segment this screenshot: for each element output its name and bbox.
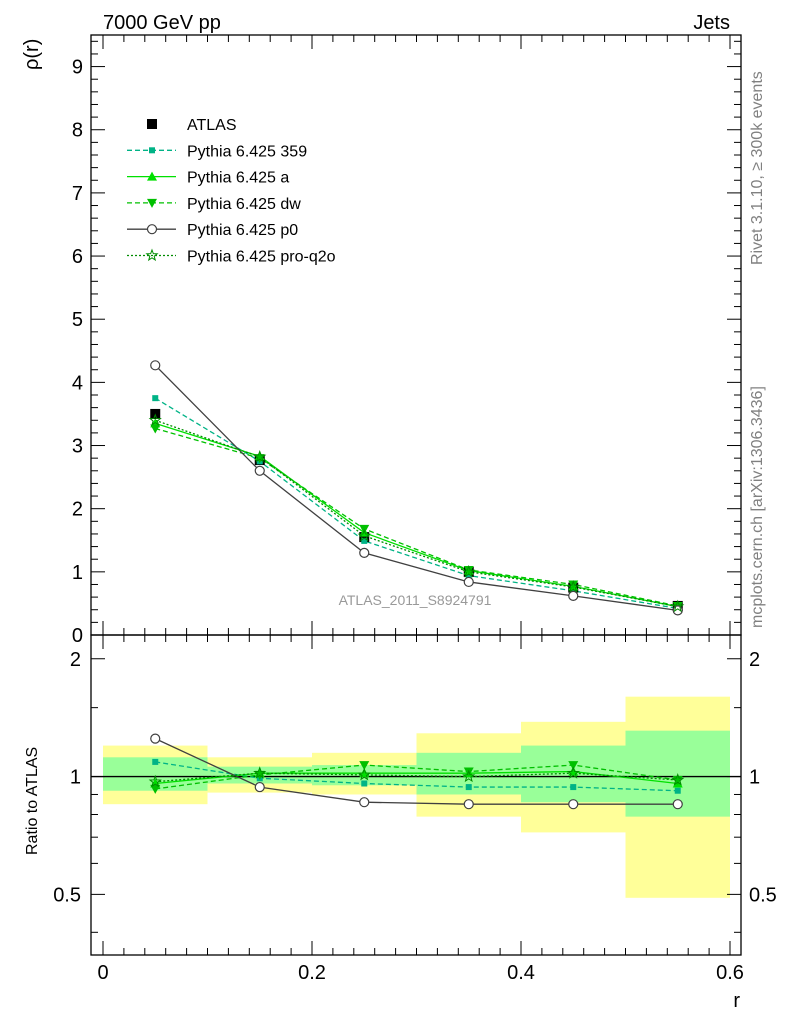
- ratio-line-p0: [154, 738, 678, 805]
- rivet-label: Rivet 3.1.10, ≥ 300k events: [749, 71, 766, 265]
- header-right: Jets: [693, 12, 730, 34]
- series-line-pq2o: [155, 419, 678, 608]
- main-ylabel: ρ(r): [21, 39, 43, 70]
- ratio-line-pq2o: [155, 772, 678, 783]
- point-dw: [568, 580, 579, 590]
- point-p0: [150, 360, 161, 371]
- legend-marker: [145, 248, 159, 262]
- point-atlas: [359, 532, 370, 543]
- legend-label: Pythia 6.425 pro-q2o: [187, 249, 336, 266]
- ratio-point-p0: [150, 733, 161, 744]
- legend-marker: [147, 119, 157, 129]
- point-p359: [465, 572, 472, 579]
- ratio-point-p0: [254, 781, 265, 793]
- y-tick-label: 2: [72, 499, 83, 521]
- legend-item-a: Pythia 6.425 a: [127, 170, 289, 187]
- ratio-point-pq2o: [253, 766, 267, 779]
- ratio-line-a: [155, 770, 678, 785]
- ratio-point-p359: [465, 784, 472, 791]
- y-tick-label: 5: [72, 309, 83, 331]
- legend-item-atlas: ATLAS: [147, 117, 237, 134]
- series-line-p0: [154, 364, 678, 612]
- ratio-y-tick-label-right: 1: [749, 767, 760, 789]
- ratio-point-pq2o: [566, 766, 580, 779]
- point-p0: [463, 576, 474, 588]
- ratio-y-tick-label-right: 2: [749, 649, 760, 671]
- y-tick-label: 9: [72, 57, 83, 79]
- ratio-y-tick-label: 0.5: [53, 884, 81, 906]
- legend-item-dw: Pythia 6.425 dw: [127, 196, 301, 213]
- point-pq2o: [462, 564, 476, 578]
- ratio-point-p0: [672, 799, 683, 810]
- header-left: 7000 GeV pp: [103, 12, 221, 34]
- ratio-point-p359: [152, 758, 159, 765]
- ratio-point-p359: [674, 787, 681, 794]
- x-tick-label: 0.4: [507, 962, 535, 984]
- y-tick-label: 3: [72, 436, 83, 458]
- main-plot: 0 1 2 3 4 5 6 7 8 9: [72, 34, 742, 647]
- point-pq2o: [357, 528, 371, 542]
- mcplots-label: mcplots.cern.ch [arXiv:1306.3436]: [749, 386, 766, 628]
- ratio-plot: 0.5 0.5 1 1 2 2 0 0.2 0.4 0.6: [53, 634, 777, 984]
- legend-item-pq2o: Pythia 6.425 pro-q2o: [127, 249, 336, 266]
- legend-label: Pythia 6.425 a: [187, 170, 289, 187]
- legend: ATLAS Pythia 6.425 359 Pythia 6.425 a Pythi…: [127, 117, 336, 266]
- y-tick-label: 4: [72, 372, 83, 394]
- ratio-y-tick-label: 1: [70, 767, 81, 789]
- y-tick-label: 1: [72, 562, 83, 584]
- point-pq2o: [566, 580, 580, 593]
- point-dw: [463, 565, 474, 575]
- analysis-watermark: ATLAS_2011_S8924791: [339, 592, 492, 608]
- legend-marker: [149, 147, 155, 154]
- point-p0: [359, 547, 370, 558]
- legend-item-p0: Pythia 6.425 p0: [127, 222, 298, 239]
- legend-marker: [147, 198, 157, 208]
- xlabel: r: [733, 990, 740, 1012]
- ratio-point-p0: [568, 799, 579, 810]
- ratio-point-p0: [359, 797, 370, 808]
- ratio-ylabel: Ratio to ATLAS: [24, 747, 41, 855]
- ratio-point-dw: [359, 761, 370, 771]
- ratio-point-p359: [570, 784, 577, 791]
- legend-label: Pythia 6.425 dw: [187, 196, 301, 213]
- x-tick-label: 0: [97, 962, 108, 984]
- point-pq2o: [253, 449, 267, 463]
- point-p0: [568, 590, 579, 601]
- y-tick-label: 6: [72, 246, 83, 268]
- ratio-point-pq2o: [357, 767, 371, 781]
- legend-label: ATLAS: [187, 117, 237, 134]
- legend-label: Pythia 6.425 p0: [187, 222, 298, 239]
- y-tick-label: 8: [72, 120, 83, 142]
- ratio-point-pq2o: [148, 774, 162, 788]
- point-p359: [361, 537, 368, 544]
- point-dw: [150, 424, 161, 434]
- legend-item-p359: Pythia 6.425 359: [127, 143, 307, 160]
- point-p359: [152, 395, 159, 402]
- ratio-point-dw: [568, 761, 579, 771]
- ratio-point-pq2o: [462, 769, 476, 783]
- point-pq2o: [148, 413, 162, 426]
- ratio-point-pq2o: [671, 773, 685, 786]
- legend-marker: [147, 171, 157, 181]
- point-pq2o: [671, 599, 685, 613]
- y-tick-label: 7: [72, 183, 83, 205]
- legend-label: Pythia 6.425 359: [187, 143, 307, 160]
- x-tick-label: 0.6: [716, 962, 744, 984]
- ratio-point-dw: [150, 784, 161, 794]
- x-tick-label: 0.2: [298, 962, 326, 984]
- ratio-point-p0: [463, 799, 474, 810]
- ratio-point-p359: [361, 780, 368, 787]
- series-line-dw: [155, 427, 678, 607]
- ratio-y-tick-label: 2: [70, 649, 81, 671]
- y-tick-label: 0: [72, 625, 83, 647]
- point-p0: [254, 465, 265, 476]
- ratio-y-tick-label-right: 0.5: [749, 884, 777, 906]
- series-line-p359: [154, 397, 678, 610]
- legend-marker: [146, 224, 158, 235]
